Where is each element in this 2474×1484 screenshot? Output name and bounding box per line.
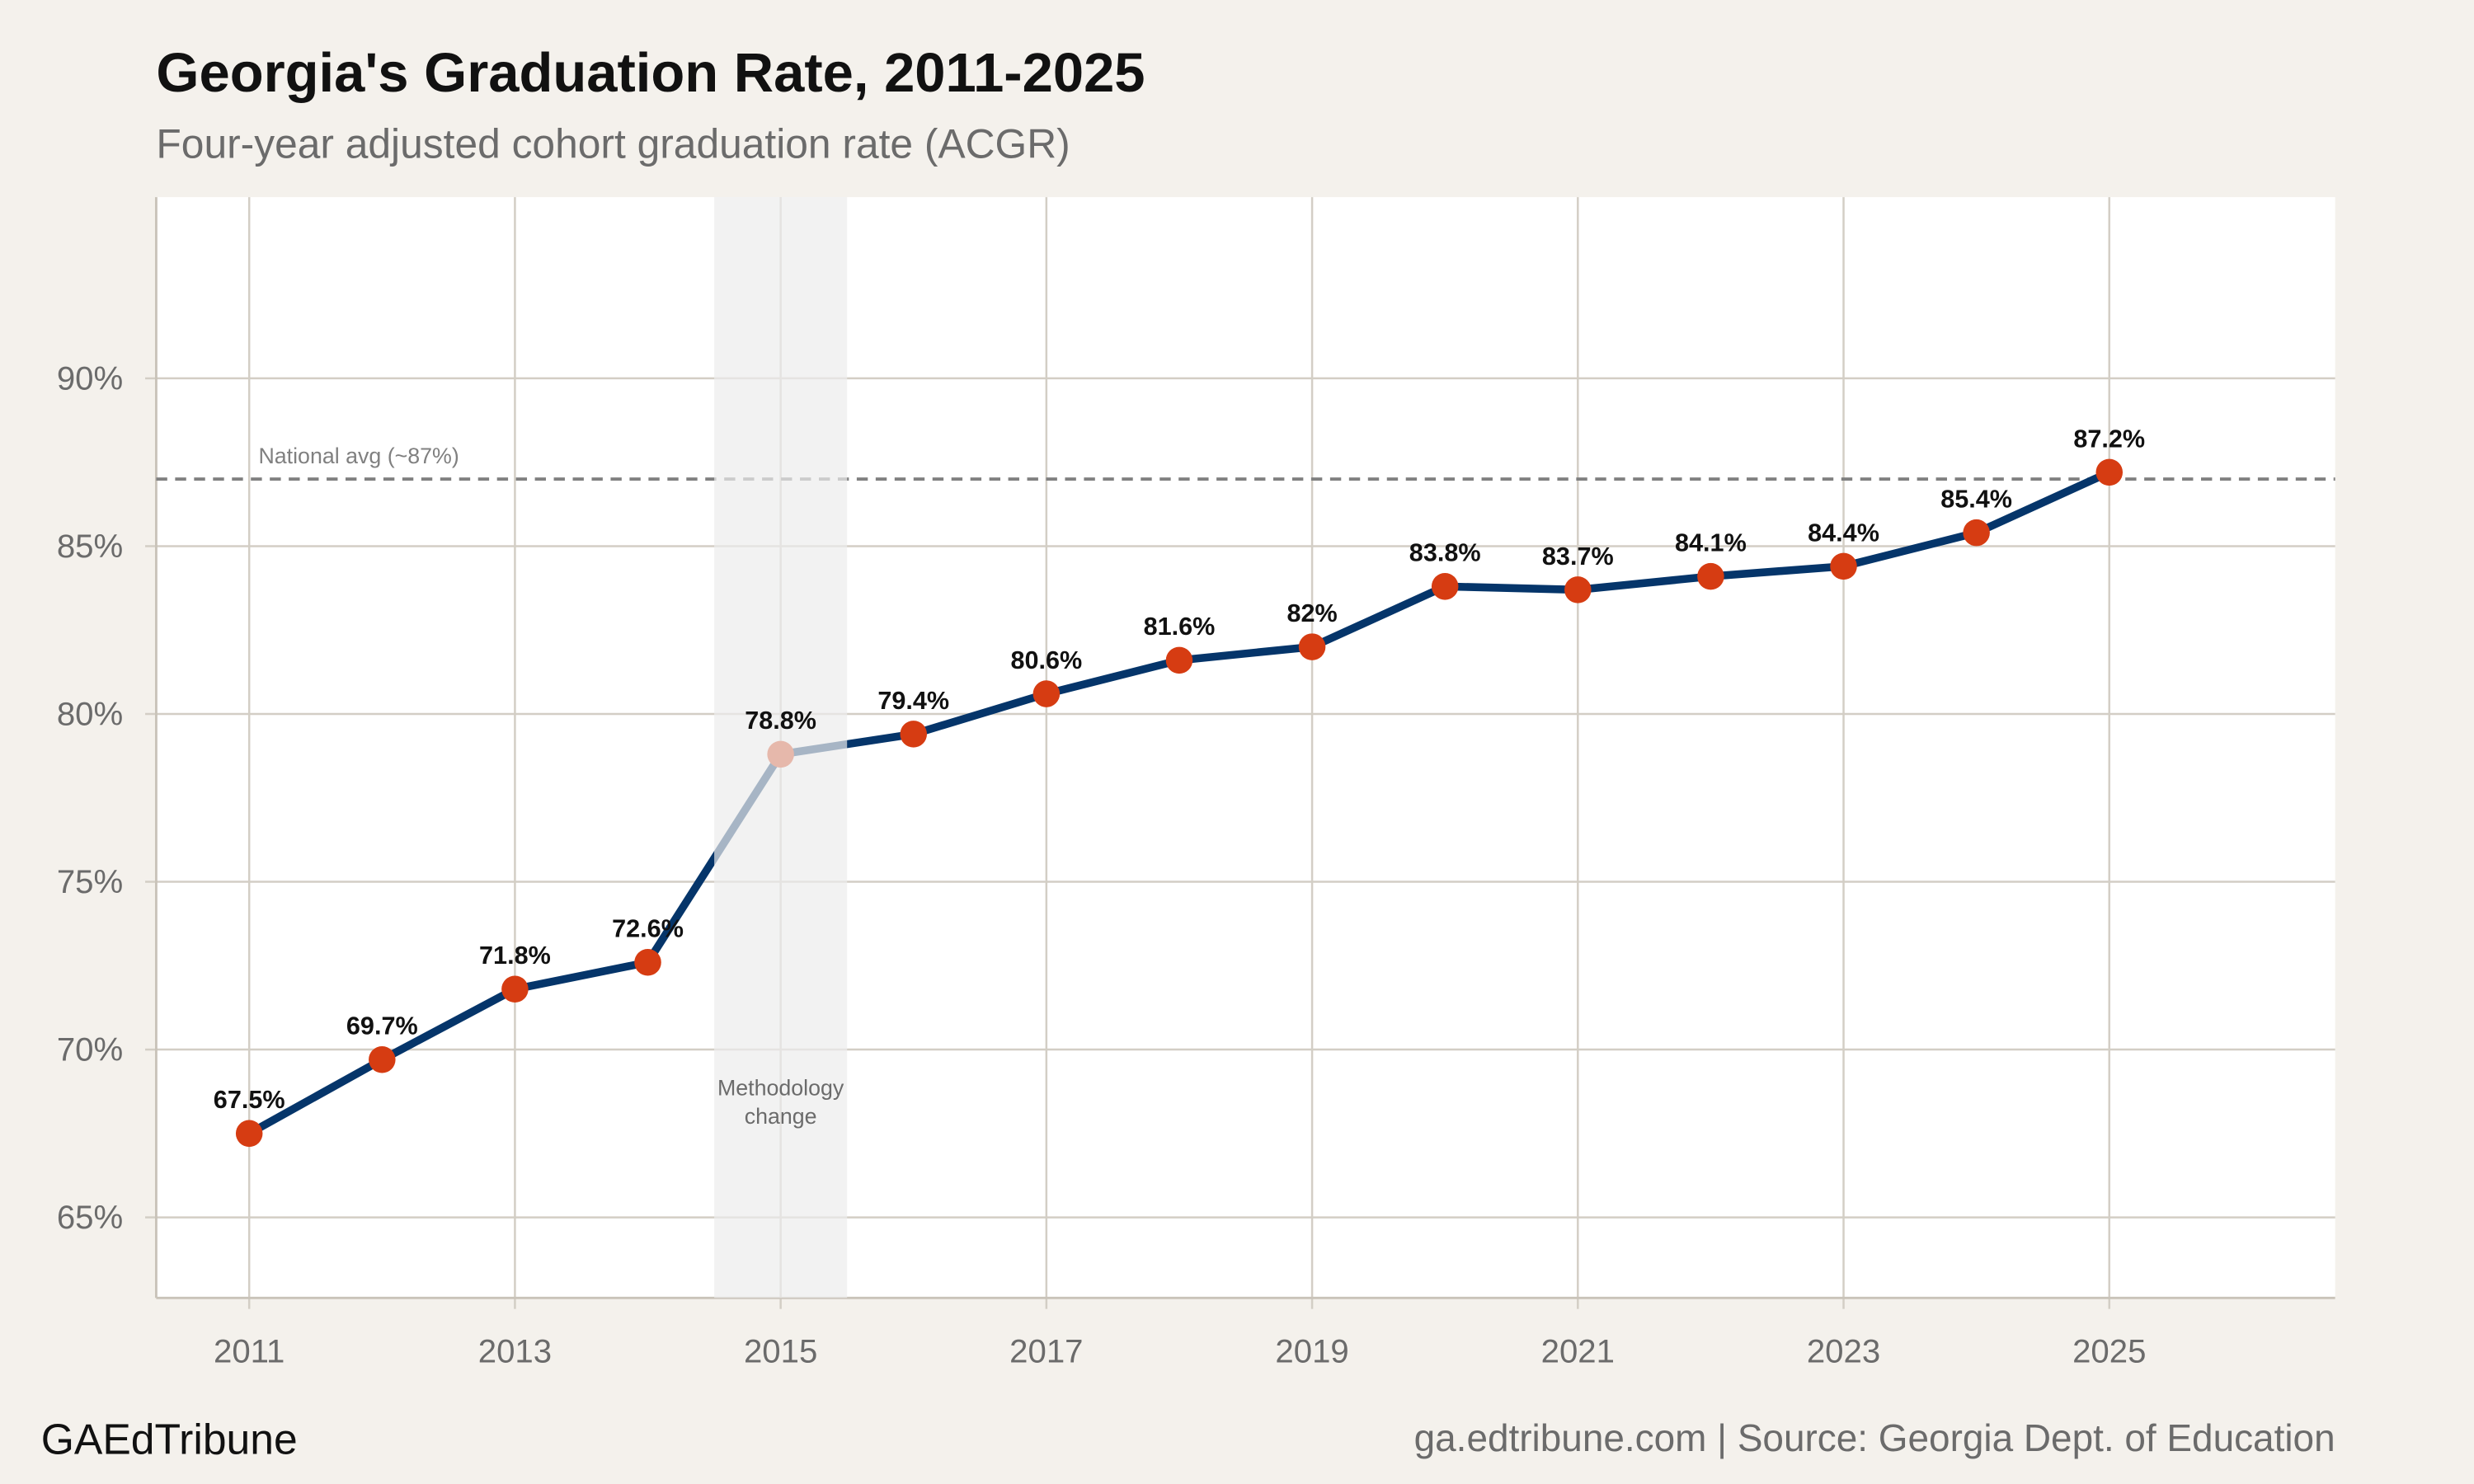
- footer-brand: GAEdTribune: [41, 1416, 298, 1463]
- data-point-2012: [369, 1046, 396, 1073]
- y-tick-label: 80%: [57, 695, 123, 732]
- axes: 65% 70% 75% 80% 85% 90% 2011 2013 2015 2017 2019 20…: [57, 197, 2335, 1370]
- data-point-2014: [634, 948, 661, 976]
- data-label-2012: 69.7%: [346, 1012, 418, 1040]
- national-average-label: National avg (~87%): [258, 444, 459, 468]
- x-tick-label: 2021: [1541, 1333, 1615, 1370]
- data-point-2018: [1165, 646, 1193, 674]
- data-label-2023: 84.4%: [1808, 519, 1879, 547]
- y-tick-label: 75%: [57, 863, 123, 900]
- data-point-2017: [1032, 680, 1061, 707]
- data-label-2016: 79.4%: [877, 687, 949, 715]
- data-point-2020: [1431, 573, 1459, 600]
- data-point-2024: [1963, 519, 1990, 547]
- data-label-2017: 80.6%: [1010, 646, 1082, 674]
- reference-line-group: National avg (~87%): [156, 444, 2335, 481]
- x-tick-label: 2011: [214, 1333, 285, 1370]
- data-label-2024: 85.4%: [1940, 486, 2012, 514]
- gridlines: [156, 197, 2335, 1298]
- x-tick-label: 2017: [1009, 1333, 1083, 1370]
- footer-source: ga.edtribune.com | Source: Georgia Dept.…: [1414, 1416, 2335, 1459]
- methodology-label-line2: change: [745, 1104, 817, 1129]
- chart-title: Georgia's Graduation Rate, 2011-2025: [156, 42, 1145, 104]
- data-point-2022: [1697, 562, 1724, 590]
- data-label-2021: 83.7%: [1542, 542, 1614, 571]
- x-tick-label: 2025: [2072, 1333, 2146, 1370]
- data-label-2013: 71.8%: [479, 942, 551, 970]
- chart-subtitle: Four-year adjusted cohort graduation rat…: [156, 120, 1070, 167]
- x-tick-label: 2023: [1807, 1333, 1880, 1370]
- x-tick-label: 2019: [1275, 1333, 1348, 1370]
- y-tick-label: 90%: [57, 359, 123, 397]
- data-point-2025: [2095, 458, 2124, 486]
- y-tick-label: 70%: [57, 1031, 123, 1068]
- data-point-2023: [1830, 552, 1857, 580]
- data-label-2015: 78.8%: [745, 707, 816, 735]
- data-point-2013: [501, 975, 529, 1003]
- methodology-label-line1: Methodology: [717, 1075, 844, 1100]
- data-labels-group: 67.5% 69.7% 71.8% 72.6% 78.8% 79.4% 80.6% 81.6%…: [214, 425, 2145, 1114]
- data-label-2018: 81.6%: [1144, 613, 1216, 641]
- data-point-2021: [1564, 576, 1592, 603]
- data-point-2011: [235, 1120, 263, 1148]
- data-point-2016: [900, 721, 928, 748]
- x-tick-label: 2013: [478, 1333, 552, 1370]
- data-label-2014: 72.6%: [612, 915, 684, 943]
- y-tick-label: 85%: [57, 528, 123, 565]
- data-label-2019: 82%: [1286, 599, 1337, 627]
- data-label-2022: 84.1%: [1675, 528, 1747, 556]
- plot-panel: [156, 197, 2335, 1298]
- methodology-change-band: [714, 197, 848, 1298]
- data-label-2025: 87.2%: [2073, 425, 2145, 453]
- x-tick-label: 2015: [744, 1333, 817, 1370]
- data-label-2020: 83.8%: [1409, 539, 1481, 567]
- methodology-band-group: Methodology change: [714, 197, 848, 1298]
- y-tick-label: 65%: [57, 1199, 123, 1236]
- data-label-2011: 67.5%: [214, 1086, 285, 1114]
- data-point-2019: [1298, 633, 1326, 660]
